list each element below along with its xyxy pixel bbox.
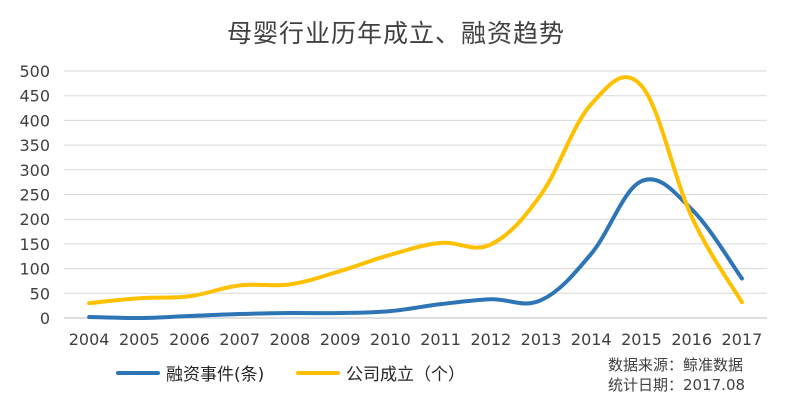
y-tick-label: 400 [19,111,50,130]
x-tick-label: 2007 [219,330,260,349]
chart-title: 母婴行业历年成立、融资趋势 [226,19,565,48]
x-tick-label: 2004 [69,330,110,349]
y-tick-label: 200 [19,210,50,229]
legend-swatch-companies [296,370,340,375]
y-tick-label: 50 [30,284,50,303]
y-tick-label: 350 [19,136,50,155]
y-tick-label: 300 [19,161,50,180]
legend-item-financing: 融资事件(条) [116,360,264,385]
x-tick-label: 2011 [420,330,461,349]
legend-item-companies: 公司成立（个） [296,360,465,385]
series-lines [87,75,744,321]
y-tick-label: 500 [19,62,50,81]
legend-label-companies: 公司成立（个） [346,365,465,385]
x-tick-label: 2008 [270,330,311,349]
x-tick-label: 2010 [370,330,411,349]
y-tick-label: 100 [19,260,50,279]
y-tick-label: 0 [40,309,50,328]
x-tick-label: 2006 [169,330,210,349]
x-tick-label: 2015 [621,330,662,349]
gridlines [64,70,767,319]
source-note: 数据来源：鲸准数据 [608,356,744,374]
x-tick-label: 2005 [119,330,160,349]
y-tick-label: 250 [19,186,50,205]
date-note: 统计日期：2017.08 [608,376,746,394]
x-tick-label: 2016 [671,330,712,349]
x-tick-label: 2014 [571,330,612,349]
y-axis-tick-labels: 0 50 100 150 200 250 300 350 400 450 500 [19,62,50,328]
x-tick-label: 2017 [722,330,763,349]
legend-swatch-financing [116,370,160,375]
x-tick-label: 2009 [320,330,361,349]
x-tick-label: 2013 [521,330,562,349]
y-tick-label: 450 [19,87,50,106]
y-tick-label: 150 [19,235,50,254]
legend-label-financing: 融资事件(条) [166,365,265,385]
x-axis-tick-labels: 2004 2005 2006 2007 2008 2009 2010 2011 2012 2013… [69,330,763,349]
x-tick-label: 2012 [470,330,511,349]
series-line-companies [87,75,744,306]
